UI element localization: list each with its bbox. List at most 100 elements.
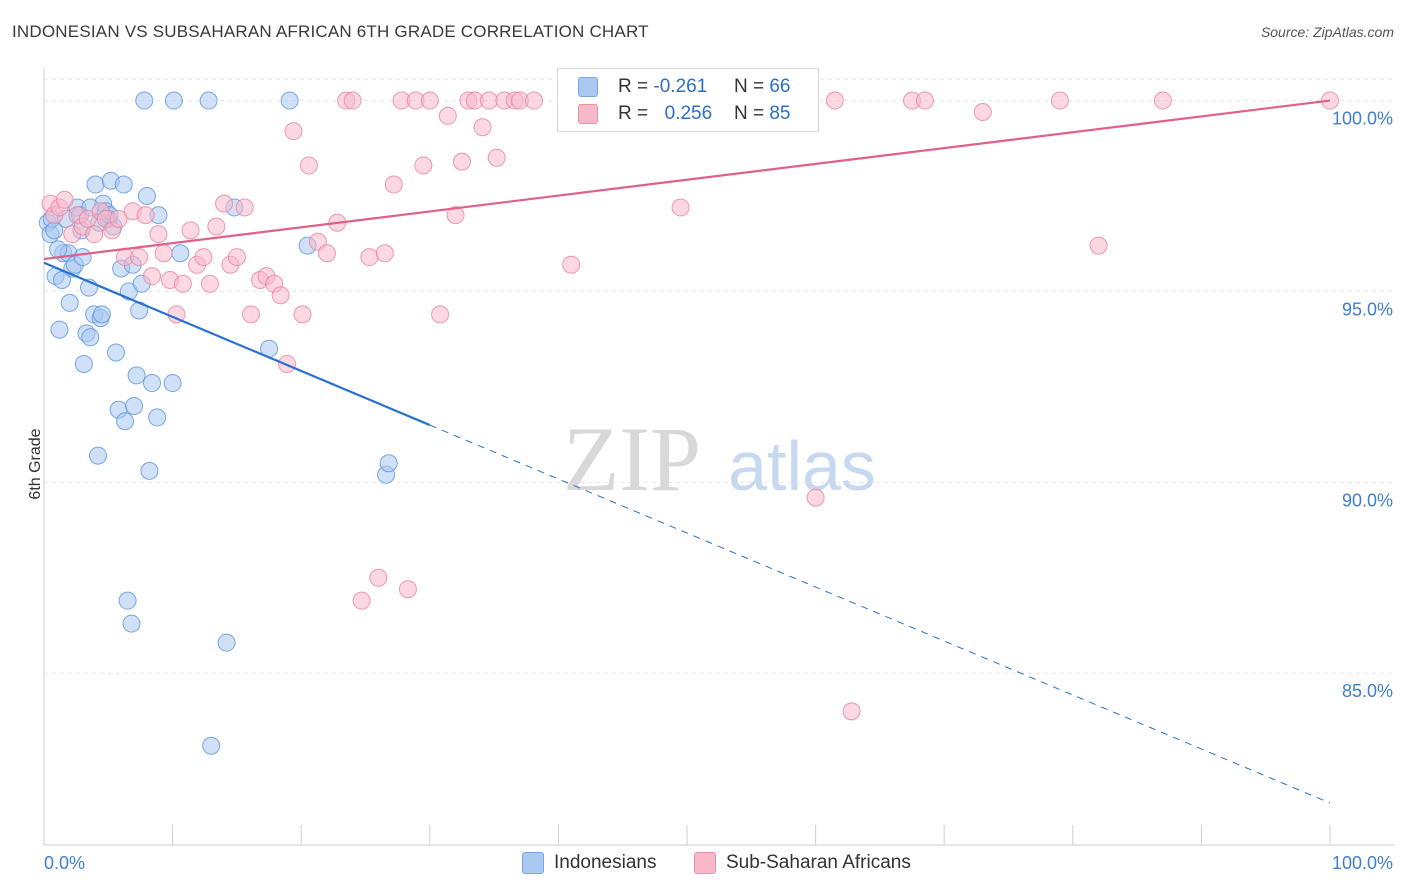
point-subsaharan [136, 206, 155, 225]
point-subsaharan [562, 255, 581, 274]
point-subsaharan [473, 118, 492, 137]
point-indonesians [143, 374, 162, 393]
stats-legend: R = -0.261 N = 66 R = 0.256 N = 85 [557, 68, 819, 132]
point-subsaharan [200, 274, 219, 293]
point-indonesians [202, 736, 221, 755]
gridlines [44, 78, 1394, 674]
point-indonesians [86, 175, 105, 194]
point-indonesians [148, 408, 167, 427]
point-indonesians [74, 354, 93, 373]
watermark: ZIP atlas [563, 408, 876, 510]
legend-row-subsaharan: R = 0.256 N = 85 [578, 101, 790, 127]
point-subsaharan [343, 91, 362, 110]
point-subsaharan [293, 305, 312, 324]
trend-lines [43, 99, 1331, 804]
point-indonesians [171, 244, 190, 263]
point-subsaharan [130, 248, 149, 267]
legend-swatch-indonesians [578, 77, 598, 97]
series-label-indonesians: Indonesians [554, 852, 657, 873]
axes [43, 68, 1394, 846]
legend-swatch-subsaharan [578, 104, 598, 124]
series-swatch-subsaharan [694, 852, 716, 874]
point-subsaharan [242, 305, 261, 324]
trend-line-indonesians [43, 261, 431, 427]
point-subsaharan [173, 274, 192, 293]
point-subsaharan [446, 206, 465, 225]
point-indonesians [217, 633, 236, 652]
series-swatch-indonesians [522, 852, 544, 874]
point-subsaharan [1153, 91, 1172, 110]
point-subsaharan [154, 244, 173, 263]
point-indonesians [50, 320, 69, 339]
series-label-subsaharan: Sub-Saharan Africans [726, 852, 911, 873]
point-subsaharan [806, 488, 825, 507]
y-tick-label: 100.0% [1332, 109, 1393, 129]
point-subsaharan [271, 286, 290, 305]
watermark-atlas: atlas [728, 427, 876, 505]
point-subsaharan [384, 175, 403, 194]
point-subsaharan [431, 305, 450, 324]
series-legend-indonesians[interactable]: Indonesians [522, 852, 656, 874]
chart-title: INDONESIAN VS SUBSAHARAN AFRICAN 6TH GRA… [12, 22, 649, 41]
point-indonesians [137, 186, 156, 205]
x-tick-label: 0.0% [44, 853, 85, 873]
point-indonesians [60, 293, 79, 312]
legend-row-indonesians: R = -0.261 N = 66 [578, 74, 790, 100]
point-indonesians [379, 454, 398, 473]
legend-n-label: N = [733, 103, 765, 124]
point-indonesians [140, 461, 159, 480]
series-legend: Indonesians Sub-Saharan Africans [0, 852, 1406, 876]
series-legend-subsaharan[interactable]: Sub-Saharan Africans [694, 852, 911, 874]
point-indonesians [107, 343, 126, 362]
point-subsaharan [375, 244, 394, 263]
legend-r-value: -0.261 [653, 76, 708, 97]
point-indonesians [280, 91, 299, 110]
point-subsaharan [825, 91, 844, 110]
point-subsaharan [181, 221, 200, 240]
point-indonesians [125, 396, 144, 415]
point-subsaharan [438, 106, 457, 125]
point-subsaharan [973, 102, 992, 121]
point-subsaharan [479, 91, 498, 110]
point-indonesians [164, 91, 183, 110]
point-indonesians [122, 614, 141, 633]
point-subsaharan [227, 248, 246, 267]
point-subsaharan [1050, 91, 1069, 110]
point-subsaharan [524, 91, 543, 110]
data-points [38, 91, 1339, 755]
point-subsaharan [1089, 236, 1108, 255]
point-indonesians [199, 91, 218, 110]
point-subsaharan [842, 702, 861, 721]
x-tick-label: 100.0% [1332, 853, 1393, 873]
point-indonesians [127, 366, 146, 385]
point-subsaharan [143, 267, 162, 286]
point-subsaharan [149, 225, 168, 244]
trend-line-subsaharan [43, 99, 1331, 261]
point-indonesians [89, 446, 108, 465]
trend-line-indonesians-projection [429, 424, 1331, 804]
point-subsaharan [207, 217, 226, 236]
point-indonesians [92, 305, 111, 324]
legend-r-value: 0.256 [664, 103, 713, 124]
legend-n-value: 66 [769, 76, 791, 97]
point-subsaharan [235, 198, 254, 217]
point-subsaharan [85, 225, 104, 244]
point-subsaharan [671, 198, 690, 217]
watermark-zip: ZIP [563, 408, 701, 510]
point-indonesians [73, 248, 92, 267]
point-subsaharan [317, 244, 336, 263]
y-tick-label: 95.0% [1342, 299, 1393, 319]
point-subsaharan [487, 148, 506, 167]
legend-n-label: N = [733, 76, 765, 97]
tick-labels: 85.0% 90.0% 95.0% 100.0% 0.0% 100.0% [44, 109, 1393, 873]
point-indonesians [116, 412, 135, 431]
point-subsaharan [398, 580, 417, 599]
source-label: Source: ZipAtlas.com [1260, 24, 1394, 40]
legend-n-value: 85 [769, 103, 791, 124]
point-indonesians [81, 328, 100, 347]
point-indonesians [163, 374, 182, 393]
point-indonesians [118, 591, 137, 610]
point-subsaharan [284, 122, 303, 141]
point-subsaharan [369, 568, 388, 587]
